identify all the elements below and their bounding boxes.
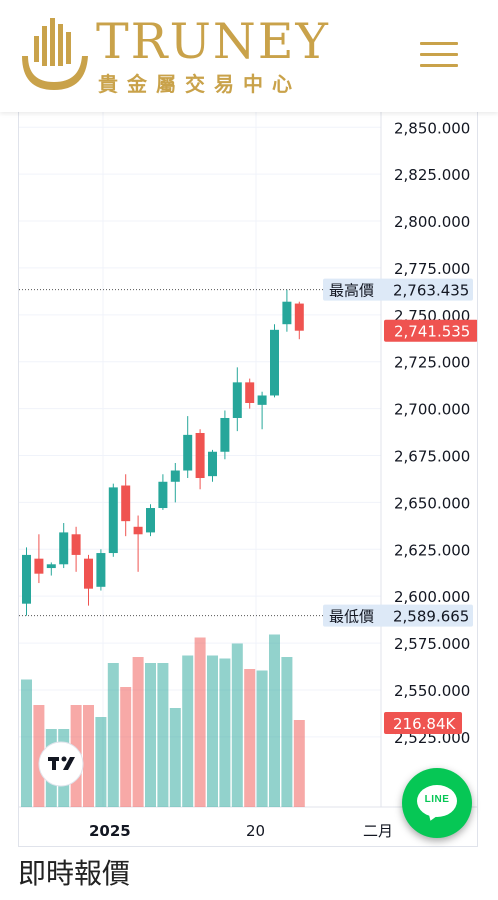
section-title: 即時報價 bbox=[18, 857, 131, 890]
last-price-label-bg bbox=[384, 319, 477, 342]
candle-body bbox=[232, 382, 242, 418]
volume-bar bbox=[21, 679, 32, 807]
volume-bar bbox=[83, 705, 94, 807]
candle-body bbox=[59, 532, 69, 565]
y-tick-label: 2,600.000 bbox=[394, 588, 470, 606]
candle-body bbox=[121, 485, 131, 522]
lowest-price-label-bg bbox=[323, 604, 473, 627]
highest-price-value: 2,763.435 bbox=[393, 282, 469, 300]
brand-name[interactable]: TRUNEY bbox=[96, 13, 330, 70]
volume-bar bbox=[293, 720, 305, 807]
highest-price-label-bg bbox=[323, 278, 473, 301]
volume-bar bbox=[281, 657, 293, 807]
site-header: TRUNEY 貴金屬交易中心 bbox=[0, 0, 498, 112]
volume-bar bbox=[194, 637, 206, 807]
candle-body bbox=[170, 470, 180, 482]
y-tick-label: 2,700.000 bbox=[394, 401, 470, 419]
tradingview-logo-stem bbox=[52, 757, 56, 770]
candle-body bbox=[22, 554, 31, 604]
last-price-value: 2,741.535 bbox=[394, 323, 470, 341]
volume-bar bbox=[244, 669, 256, 807]
candle-body bbox=[245, 382, 255, 403]
volume-bar bbox=[132, 657, 144, 807]
volume-bar bbox=[207, 655, 218, 807]
candle-body bbox=[96, 553, 106, 587]
tradingview-logo-icon bbox=[38, 741, 84, 787]
candle-body bbox=[257, 395, 267, 405]
candle-body bbox=[158, 481, 168, 509]
lowest-price-label: 最低價 bbox=[329, 608, 374, 626]
volume-bar bbox=[95, 717, 107, 807]
volume-bar bbox=[145, 663, 156, 807]
lowest-price-value: 2,589.665 bbox=[393, 608, 469, 626]
candle-body bbox=[71, 534, 81, 555]
candle-body bbox=[195, 432, 205, 479]
tradingview-logo-slash bbox=[63, 757, 75, 770]
y-tick-label: 2,725.000 bbox=[394, 354, 470, 372]
x-axis-label: 20 bbox=[246, 822, 265, 840]
y-tick-label: 2,800.000 bbox=[394, 213, 470, 231]
volume-value-label: 216.84K bbox=[393, 715, 456, 733]
y-tick-label: 2,675.000 bbox=[394, 448, 470, 466]
x-axis-label: 二月 bbox=[363, 822, 393, 840]
volume-bar bbox=[157, 663, 169, 807]
line-bubble-icon bbox=[417, 785, 457, 817]
candle-body bbox=[46, 564, 56, 569]
volume-bar bbox=[256, 670, 268, 807]
truney-logo-icon[interactable] bbox=[18, 14, 92, 94]
candle-body bbox=[183, 434, 193, 471]
line-chat-button[interactable]: LINE bbox=[402, 768, 472, 838]
y-tick-label: 2,850.000 bbox=[394, 119, 470, 137]
y-tick-label: 2,775.000 bbox=[394, 260, 470, 278]
volume-bar bbox=[219, 658, 231, 807]
line-button-label: LINE bbox=[424, 794, 450, 805]
y-tick-label: 2,625.000 bbox=[394, 541, 470, 559]
candle-body bbox=[282, 301, 292, 325]
candle-body bbox=[108, 487, 118, 554]
volume-bar bbox=[231, 643, 243, 807]
volume-bar bbox=[33, 705, 45, 807]
candle-body bbox=[34, 558, 44, 574]
volume-label-bg bbox=[384, 712, 462, 734]
volume-bar bbox=[107, 663, 119, 807]
highest-price-label: 最高價 bbox=[329, 282, 374, 300]
candle-body bbox=[84, 558, 93, 589]
price-chart[interactable]: 最高價 2,763.435 最低價 2,589.665 2,850.000 2,825.0… bbox=[18, 112, 478, 847]
tradingview-logo-dot bbox=[61, 756, 67, 762]
candle-body bbox=[133, 526, 143, 535]
brand-tagline: 貴金屬交易中心 bbox=[98, 72, 301, 96]
candlestick-chart[interactable]: 最高價 2,763.435 最低價 2,589.665 2,850.000 2,825.0… bbox=[19, 112, 478, 847]
candle-body bbox=[208, 451, 217, 477]
y-tick-label: 2,575.000 bbox=[394, 635, 470, 653]
candle-body bbox=[146, 508, 155, 533]
volume-bar bbox=[120, 687, 132, 807]
candle-body bbox=[294, 303, 304, 331]
volume-bar bbox=[182, 655, 194, 807]
hamburger-menu-icon[interactable] bbox=[420, 40, 460, 70]
y-tick-label: 2,550.000 bbox=[394, 682, 470, 700]
candle-body bbox=[220, 417, 230, 452]
y-tick-label: 2,825.000 bbox=[394, 166, 470, 184]
tradingview-badge-bg bbox=[38, 741, 84, 787]
x-axis-label: 2025 bbox=[89, 822, 131, 840]
volume-bar bbox=[169, 708, 181, 807]
volume-bar bbox=[269, 634, 280, 807]
y-tick-label: 2,650.000 bbox=[394, 494, 470, 512]
candle-body bbox=[270, 329, 279, 396]
